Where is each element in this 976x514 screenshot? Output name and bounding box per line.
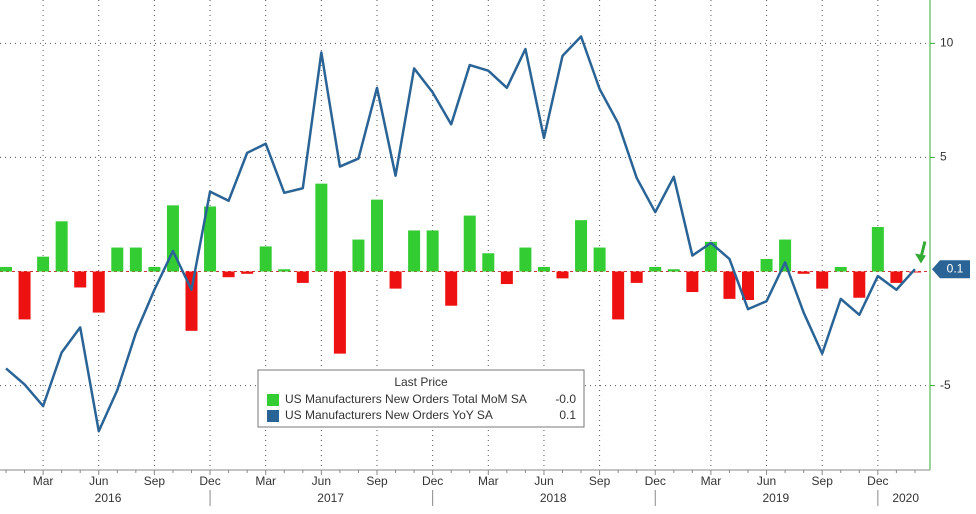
bar (853, 271, 866, 298)
bar (630, 271, 643, 283)
bar (0, 266, 12, 272)
bar (537, 266, 550, 272)
legend-swatch (267, 410, 279, 422)
bar (426, 230, 439, 272)
bar (241, 271, 254, 274)
bar (704, 241, 717, 272)
bar (371, 199, 383, 272)
bar (445, 271, 458, 306)
y-tick-label: 5 (940, 150, 947, 164)
bar (222, 271, 235, 278)
bar (278, 269, 291, 272)
legend-box (257, 369, 585, 428)
x-tick-label: Dec (645, 474, 666, 488)
x-tick-label: Jun (534, 474, 553, 488)
x-tick-label: Mar (33, 474, 54, 488)
legend-title: Last Price (394, 375, 448, 389)
bar (890, 271, 903, 283)
bar (296, 271, 309, 283)
x-tick-label: Sep (589, 474, 611, 488)
bar (111, 247, 124, 272)
bar (760, 258, 773, 272)
x-tick-label: Sep (812, 474, 834, 488)
x-tick-label: Dec (199, 474, 220, 488)
x-tick-label: Mar (255, 474, 276, 488)
y-tick-label: -5 (940, 378, 951, 392)
bar (816, 271, 829, 289)
bar (315, 183, 328, 272)
x-tick-label: Dec (422, 474, 443, 488)
bar (463, 215, 476, 272)
bar (37, 256, 50, 272)
x-tick-label: Jun (312, 474, 331, 488)
legend-label: US Manufacturers New Orders YoY SA (285, 408, 493, 422)
bar (333, 271, 346, 354)
year-label: 2020 (892, 491, 919, 505)
bar (74, 271, 87, 288)
bar (352, 239, 365, 272)
bar (408, 230, 421, 272)
last-value-box (932, 260, 970, 279)
bar (92, 271, 105, 313)
y-tick-label: 10 (940, 36, 954, 50)
x-tick-label: Dec (867, 474, 888, 488)
bar (686, 271, 699, 293)
bar (593, 247, 606, 272)
year-label: 2017 (317, 491, 344, 505)
arrowhead (914, 253, 926, 264)
bar (18, 271, 31, 320)
x-tick-label: Mar (701, 474, 722, 488)
bar (779, 239, 792, 272)
bar (742, 271, 754, 301)
bar (259, 246, 272, 272)
x-tick-label: Sep (144, 474, 166, 488)
bar (148, 266, 161, 272)
bar (204, 206, 217, 272)
bar (871, 227, 884, 272)
line (5, 35, 916, 433)
bar (129, 247, 142, 272)
bar (482, 253, 495, 272)
bar (519, 247, 532, 272)
bar (723, 271, 736, 299)
last-value-label: 0.1 (947, 261, 964, 275)
bar (834, 266, 847, 272)
bar (649, 266, 662, 272)
x-tick-label: Jun (757, 474, 776, 488)
bar (556, 271, 569, 279)
legend-value: -0.0 (555, 392, 576, 406)
bar (908, 271, 921, 273)
legend-swatch (267, 394, 279, 406)
bar (575, 220, 588, 272)
year-label: 2019 (762, 491, 789, 505)
legend-value: 0.1 (559, 408, 576, 422)
year-label: 2018 (540, 491, 567, 505)
legend-label: US Manufacturers New Orders Total MoM SA (285, 392, 527, 406)
bar (797, 271, 810, 274)
bar (667, 269, 680, 272)
bar (500, 271, 513, 285)
year-label: 2016 (95, 491, 122, 505)
bar (55, 221, 68, 272)
bar (612, 271, 625, 320)
bar (389, 271, 402, 289)
x-tick-label: Mar (478, 474, 499, 488)
x-tick-label: Jun (89, 474, 108, 488)
x-tick-label: Sep (366, 474, 388, 488)
